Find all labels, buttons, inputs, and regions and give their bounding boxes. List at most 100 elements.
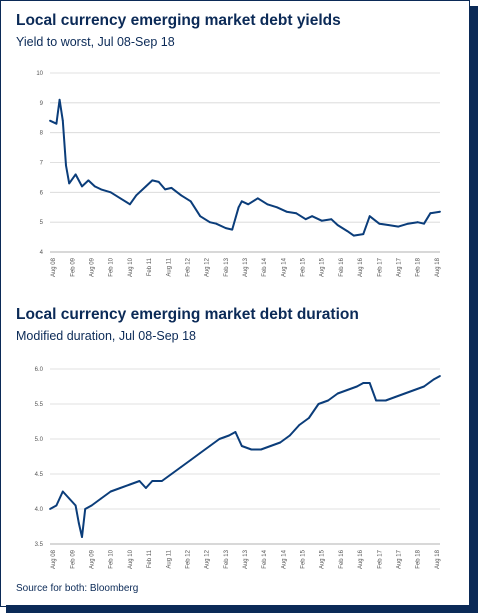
x-tick-label: Feb 10 [109,257,115,276]
data-point [234,431,237,433]
data-point [346,230,349,233]
x-tick-label: Feb 13 [224,549,230,568]
data-point [199,215,202,218]
x-tick-label: Aug 14 [281,257,287,277]
x-tick-label: Feb 11 [147,549,153,568]
data-point [90,504,93,507]
data-point [240,200,243,203]
data-point [317,403,320,405]
data-point [336,224,339,227]
data-point [416,221,419,224]
y-tick-label: 10 [36,71,43,77]
data-point [100,497,102,500]
y-tick-label: 4.0 [35,507,44,513]
data-point [138,480,141,482]
data-point [439,375,441,377]
data-point [266,203,269,206]
x-tick-label: Aug 10 [128,257,134,277]
data-point [68,497,71,500]
data-point [308,417,310,419]
data-point [189,200,192,203]
data-point [93,185,96,188]
x-tick-label: Aug 12 [205,257,211,277]
x-tick-label: Aug 13 [243,257,249,277]
x-tick-label: Feb 12 [185,257,191,276]
data-point [145,487,147,489]
x-tick-label: Aug 17 [396,549,402,569]
data-point [388,224,390,227]
x-tick-label: Feb 16 [339,549,345,568]
x-tick-label: Aug 13 [243,549,249,569]
y-tick-label: 8 [40,131,44,137]
data-point [81,536,83,538]
x-tick-label: Aug 15 [320,549,326,569]
data-point [403,392,406,395]
data-point [145,185,147,188]
x-tick-label: Aug 16 [358,549,364,569]
data-point [224,227,227,230]
data-point [74,504,77,507]
x-tick-label: Feb 14 [262,257,268,276]
data-point [320,219,323,222]
data-point [170,473,173,475]
data-point [157,181,160,183]
data-point [49,119,51,122]
y-tick-label: 6 [40,190,44,196]
data-point [375,399,377,402]
data-point [352,234,355,237]
x-tick-label: Aug 14 [281,549,287,569]
data-point [346,389,349,391]
x-tick-label: Aug 17 [396,257,402,277]
data-point [119,487,122,489]
x-tick-label: Feb 09 [70,549,76,568]
x-tick-label: Aug 18 [435,549,441,569]
x-tick-label: Aug 10 [128,549,134,569]
yield-chart: 10 9 8 7 6 5 4 Aug 08 Feb 09 Aug 09 Feb 10 Aug 10 Fe… [36,71,441,277]
data-point [269,445,272,447]
data-point [170,187,173,189]
x-tick-label: Aug 11 [166,549,172,568]
x-tick-label: Aug 09 [90,549,96,569]
data-point [279,441,282,444]
data-point [356,385,358,388]
data-point [100,188,102,191]
duration-series-line [49,375,441,538]
data-point [180,194,183,197]
data-point [237,206,240,209]
x-tick-label: Aug 15 [320,257,326,277]
data-point [368,215,371,218]
data-point [81,185,83,188]
x-tick-label: Aug 12 [205,549,211,569]
card-shadow-bottom [6,605,478,613]
data-point [330,218,333,221]
data-point [87,179,90,182]
data-point [58,98,61,101]
x-tick-label: Aug 08 [51,549,57,569]
data-point [256,197,259,200]
data-point [61,119,64,122]
data-point [74,173,77,176]
x-tick-label: Aug 11 [166,257,172,276]
data-point [327,399,329,402]
data-point [439,210,441,213]
data-point [228,434,230,437]
y-tick-label: 5.0 [35,437,44,443]
data-point [311,215,313,218]
data-point [55,122,58,125]
data-point [298,424,301,426]
data-point [423,222,425,225]
data-point [336,392,339,395]
x-tick-label: Feb 11 [147,257,153,276]
data-point [55,504,58,507]
data-point [407,222,409,225]
x-tick-label: Feb 18 [416,257,422,276]
data-point [180,466,183,468]
x-tick-label: Aug 08 [51,257,57,277]
data-point [129,203,131,206]
y-tick-label: 4.5 [35,472,44,478]
data-point [394,396,397,398]
data-point [119,197,122,200]
source-note: Source for both: Bloomberg [16,583,139,594]
y-tick-label: 9 [40,101,44,107]
y-tick-label: 4 [40,250,44,256]
